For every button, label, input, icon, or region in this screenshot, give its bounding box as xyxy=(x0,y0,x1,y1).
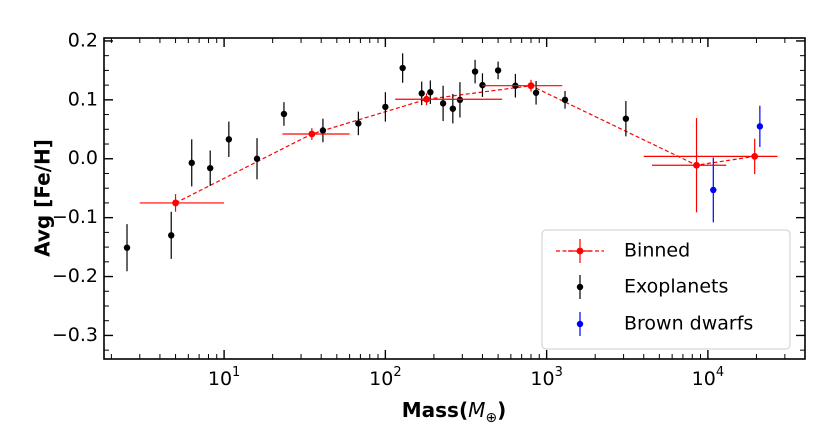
exoplanet-point xyxy=(399,64,406,72)
x-axis-title-subscript: ⊕ xyxy=(485,410,497,426)
y-tick-label: 0.0 xyxy=(68,147,98,169)
y-tick-label: −0.2 xyxy=(52,265,98,287)
exoplanet-point xyxy=(253,155,261,162)
exoplanet-point xyxy=(418,90,425,97)
binned-line xyxy=(175,85,755,204)
binned-point xyxy=(308,130,316,138)
legend-binned-marker xyxy=(576,247,584,255)
x-axis-title-text: Mass( xyxy=(402,398,468,422)
exoplanet-point xyxy=(439,100,447,107)
plot-frame xyxy=(103,37,806,360)
exoplanet-point xyxy=(622,115,630,122)
x-axis-title-symbol: M xyxy=(468,398,485,422)
legend-brown-dwarfs-marker xyxy=(576,320,584,328)
exoplanet-point xyxy=(188,159,195,167)
legend-label-brown-dwarfs: Brown dwarfs xyxy=(624,313,753,335)
y-tick-label: 0.2 xyxy=(68,29,98,51)
x-tick-label-exponent: 1 xyxy=(232,365,240,380)
exoplanet-point xyxy=(561,96,569,104)
exoplanet-point xyxy=(280,110,288,118)
x-tick-label: 104 xyxy=(692,365,724,390)
y-tick-label: −0.3 xyxy=(52,324,98,346)
exoplanet-point xyxy=(319,127,327,134)
exoplanet-point xyxy=(494,67,502,74)
y-axis-title: Avg [Fe/H] xyxy=(31,139,55,257)
brown-dwarf-point xyxy=(710,186,717,194)
y-tick-label: −0.1 xyxy=(52,206,98,228)
x-tick-label-base: 10 xyxy=(369,368,393,390)
series-layer xyxy=(123,53,778,272)
legend-label-binned: Binned xyxy=(624,240,690,262)
x-tick-label-exponent: 4 xyxy=(716,365,724,380)
exoplanet-point xyxy=(449,105,457,112)
exoplanet-point xyxy=(168,232,175,239)
x-tick-label: 101 xyxy=(208,365,240,390)
exoplanet-point xyxy=(427,88,434,96)
x-tick-label-base: 10 xyxy=(530,368,554,390)
exoplanet-point xyxy=(225,136,233,143)
binned-point xyxy=(172,199,179,207)
legend-exoplanets-marker xyxy=(576,283,584,291)
ticks xyxy=(104,38,806,359)
legend-box xyxy=(541,229,791,350)
x-tick-label-base: 10 xyxy=(692,368,716,390)
binned-point xyxy=(423,95,430,103)
x-axis-title-close: ) xyxy=(497,398,506,422)
exoplanet-point xyxy=(471,68,479,75)
exoplanet-point xyxy=(532,89,540,96)
x-axis-title: Mass(M⊕) xyxy=(402,398,507,426)
legend-markers xyxy=(556,239,604,336)
legend-label-exoplanets: Exoplanets xyxy=(624,276,728,298)
legend: Binned Exoplanets Brown dwarfs xyxy=(541,229,791,350)
exoplanet-point xyxy=(123,244,131,251)
exoplanet-point xyxy=(382,103,389,111)
x-tick-label: 103 xyxy=(530,365,562,390)
binned-point xyxy=(751,152,759,160)
y-tick-label: 0.1 xyxy=(68,88,98,110)
x-tick-label-exponent: 2 xyxy=(393,365,401,380)
x-tick-label: 102 xyxy=(369,365,401,390)
binned-point xyxy=(527,82,535,90)
binned-point xyxy=(693,161,700,169)
brown-dwarf-point xyxy=(756,123,764,130)
exoplanet-point xyxy=(355,120,362,127)
x-tick-label-exponent: 3 xyxy=(555,365,563,380)
exoplanet-point xyxy=(207,164,214,172)
x-tick-label-base: 10 xyxy=(208,368,232,390)
